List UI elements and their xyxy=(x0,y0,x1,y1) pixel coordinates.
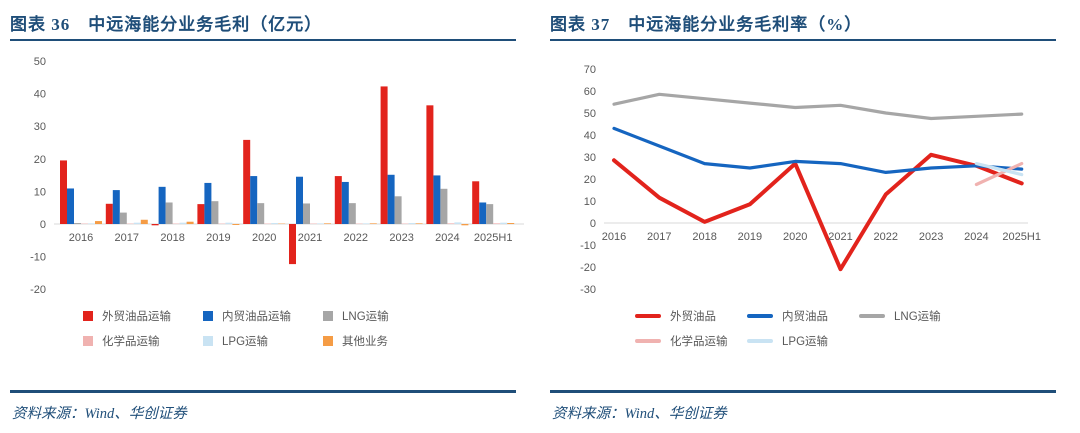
legend-label: LNG运输 xyxy=(894,310,941,323)
legend-swatch-icon xyxy=(203,335,213,346)
legend-item: LPG运输 xyxy=(747,328,859,353)
line-chart-area: 70 60 50 40 30 20 10 0 -10 -20 -30 2016 2017 2018 2019… xyxy=(550,51,1056,301)
legend-label: 内贸油品 xyxy=(782,310,828,323)
figure-36-bottom-rule xyxy=(10,390,516,393)
svg-text:0: 0 xyxy=(590,218,596,230)
svg-text:20: 20 xyxy=(584,174,596,186)
svg-text:2018: 2018 xyxy=(692,231,716,243)
svg-text:2020: 2020 xyxy=(783,231,807,243)
svg-text:-10: -10 xyxy=(580,240,596,252)
legend-swatch-icon xyxy=(635,313,661,318)
legend-label: 外贸油品运输 xyxy=(102,310,171,323)
legend-item: 外贸油品运输 xyxy=(83,303,203,328)
svg-text:2019: 2019 xyxy=(738,231,762,243)
legend-item: 内贸油品运输 xyxy=(203,303,323,328)
bar-chart-legend: 外贸油品运输 内贸油品运输 LNG运输化学品运输 LPG运输 其他业务 xyxy=(83,303,443,353)
figure-36-title: 图表 36 中远海能分业务毛利（亿元） xyxy=(10,8,516,39)
svg-text:20: 20 xyxy=(34,154,46,166)
figure-37-label: 图表 37 xyxy=(550,15,611,34)
legend-label: 外贸油品 xyxy=(670,310,716,323)
legend-swatch-icon xyxy=(83,310,93,321)
legend-label: 化学品运输 xyxy=(102,335,160,348)
svg-text:2021: 2021 xyxy=(828,231,852,243)
svg-text:-20: -20 xyxy=(580,262,596,274)
legend-item: 内贸油品 xyxy=(747,303,859,328)
legend-swatch-icon xyxy=(83,335,93,346)
svg-text:2016: 2016 xyxy=(602,231,626,243)
legend-row: 化学品运输 LPG运输 xyxy=(635,328,971,353)
svg-text:50: 50 xyxy=(34,56,46,68)
svg-text:10: 10 xyxy=(584,196,596,208)
legend-swatch-icon xyxy=(635,338,661,343)
svg-text:0: 0 xyxy=(40,219,46,231)
figure-36-title-text: 中远海能分业务毛利（亿元） xyxy=(88,15,323,34)
svg-text:2025H1: 2025H1 xyxy=(474,232,513,244)
legend-label: 化学品运输 xyxy=(670,335,728,348)
svg-text:2018: 2018 xyxy=(160,232,184,244)
svg-text:2023: 2023 xyxy=(919,231,943,243)
svg-text:30: 30 xyxy=(584,152,596,164)
legend-item: LNG运输 xyxy=(859,303,971,328)
legend-row: 化学品运输 LPG运输 其他业务 xyxy=(83,328,443,353)
bar-chart-area: 50 40 30 20 10 0 -10 -20 2016 2017 2018 2019 2020 202… xyxy=(10,51,524,301)
legend-swatch-icon xyxy=(203,310,213,321)
legend-item: LNG运输 xyxy=(323,303,443,328)
legend-swatch-icon xyxy=(859,313,885,318)
legend-label: LNG运输 xyxy=(342,310,389,323)
legend-row: 外贸油品 内贸油品 LNG运输 xyxy=(635,303,971,328)
svg-text:-10: -10 xyxy=(30,252,46,264)
svg-text:2020: 2020 xyxy=(252,232,276,244)
svg-text:2016: 2016 xyxy=(69,232,93,244)
figure-37-title-rule xyxy=(550,39,1056,41)
legend-item: LPG运输 xyxy=(203,328,323,353)
legend-label: LPG运输 xyxy=(782,335,829,348)
svg-text:30: 30 xyxy=(34,121,46,133)
svg-text:2021: 2021 xyxy=(298,232,322,244)
svg-text:2022: 2022 xyxy=(874,231,898,243)
svg-text:70: 70 xyxy=(584,64,596,76)
svg-text:2017: 2017 xyxy=(647,231,671,243)
figure-36-label: 图表 36 xyxy=(10,15,71,34)
legend-swatch-icon xyxy=(323,335,333,346)
svg-text:2025H1: 2025H1 xyxy=(1002,231,1041,243)
svg-text:2024: 2024 xyxy=(435,232,459,244)
svg-text:-30: -30 xyxy=(580,284,596,296)
legend-item: 其他业务 xyxy=(323,328,443,353)
line-chart-svg: 70 60 50 40 30 20 10 0 -10 -20 -30 2016 2017 2018 2019… xyxy=(580,64,1041,296)
svg-text:2019: 2019 xyxy=(206,232,230,244)
figure-37-source: 资料来源：Wind、华创证券 xyxy=(552,406,727,422)
svg-text:50: 50 xyxy=(584,108,596,120)
svg-text:2022: 2022 xyxy=(344,232,368,244)
svg-text:60: 60 xyxy=(584,86,596,98)
svg-text:40: 40 xyxy=(34,89,46,101)
svg-text:-20: -20 xyxy=(30,284,46,296)
svg-text:10: 10 xyxy=(34,186,46,198)
legend-row: 外贸油品运输 内贸油品运输 LNG运输 xyxy=(83,303,443,328)
line-chart-legend: 外贸油品 内贸油品 LNG运输化学品运输 LPG运输 xyxy=(635,303,971,353)
figure-36-title-rule xyxy=(10,39,516,41)
figure-36-source: 资料来源：Wind、华创证券 xyxy=(12,406,187,422)
figure-36: 图表 36 中远海能分业务毛利（亿元） 50 40 30 20 10 0 -10 -20 201… xyxy=(10,8,524,422)
legend-item: 外贸油品 xyxy=(635,303,747,328)
figure-37-title: 图表 37 中远海能分业务毛利率（%） xyxy=(550,8,1056,39)
legend-swatch-icon xyxy=(323,310,333,321)
svg-text:2024: 2024 xyxy=(964,231,988,243)
svg-text:2017: 2017 xyxy=(115,232,139,244)
figure-37-title-text: 中远海能分业务毛利率（%） xyxy=(628,15,863,34)
figure-37: 图表 37 中远海能分业务毛利率（%） 70 60 50 40 30 20 10 0 -10 -2… xyxy=(540,0,1080,433)
svg-text:2023: 2023 xyxy=(389,232,413,244)
legend-item: 化学品运输 xyxy=(83,328,203,353)
bar-chart-svg: 50 40 30 20 10 0 -10 -20 2016 2017 2018 2019 2020 202… xyxy=(30,56,524,296)
legend-item: 化学品运输 xyxy=(635,328,747,353)
legend-label: 其他业务 xyxy=(342,335,388,348)
legend-label: 内贸油品运输 xyxy=(222,310,291,323)
legend-swatch-icon xyxy=(747,338,773,343)
legend-label: LPG运输 xyxy=(222,335,269,348)
svg-text:40: 40 xyxy=(584,130,596,142)
legend-swatch-icon xyxy=(747,313,773,318)
figure-37-bottom-rule xyxy=(550,390,1056,393)
